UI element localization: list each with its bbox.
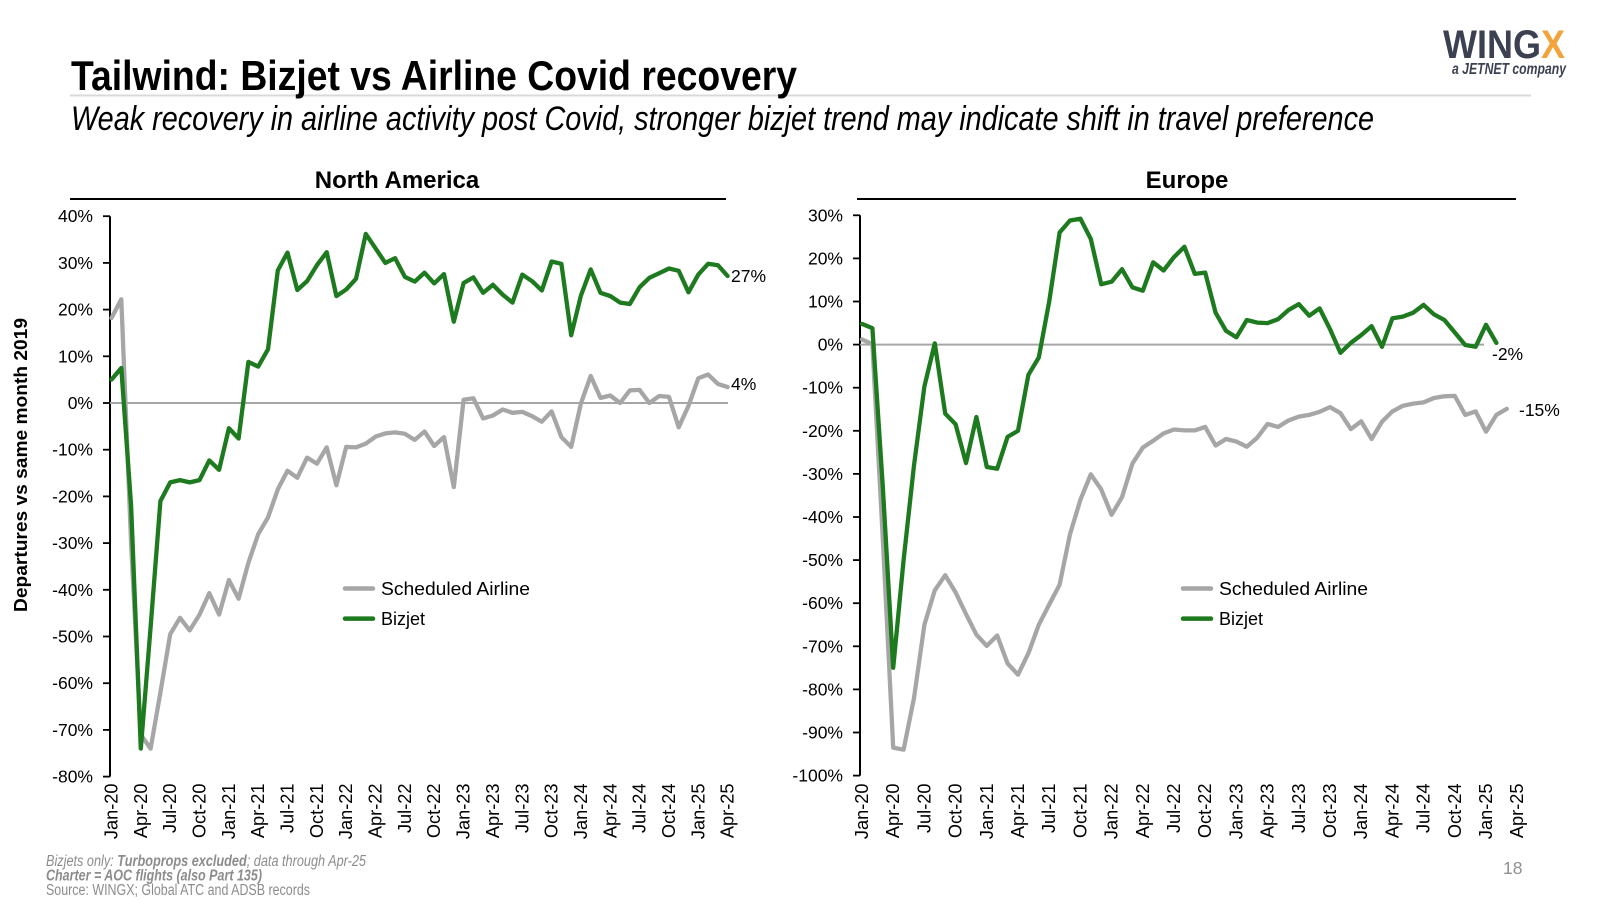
- svg-text:Jan-23: Jan-23: [1226, 784, 1246, 840]
- svg-text:18: 18: [1503, 858, 1522, 878]
- svg-text:Jul-23: Jul-23: [1289, 784, 1309, 834]
- svg-text:Oct-24: Oct-24: [1445, 784, 1465, 839]
- svg-text:Oct-23: Oct-23: [542, 784, 562, 839]
- svg-text:Jul-23: Jul-23: [512, 784, 532, 834]
- svg-text:Bizjet: Bizjet: [381, 609, 425, 629]
- svg-text:Apr-21: Apr-21: [248, 784, 268, 839]
- svg-text:Jan-24: Jan-24: [571, 784, 591, 840]
- svg-text:Jan-24: Jan-24: [1351, 784, 1371, 840]
- svg-text:Jul-21: Jul-21: [278, 784, 298, 834]
- svg-text:-15%: -15%: [1519, 400, 1560, 420]
- svg-text:Departures vs same month 2019: Departures vs same month 2019: [11, 318, 31, 612]
- svg-text:a JETNET company: a JETNET company: [1452, 61, 1567, 78]
- svg-text:Jan-22: Jan-22: [336, 784, 356, 840]
- svg-text:Apr-24: Apr-24: [1382, 784, 1402, 839]
- svg-text:Jul-24: Jul-24: [1414, 784, 1434, 834]
- svg-text:WING: WING: [1443, 23, 1541, 67]
- svg-text:Apr-20: Apr-20: [131, 784, 151, 839]
- svg-text:20%: 20%: [58, 300, 93, 320]
- svg-text:Jan-22: Jan-22: [1102, 784, 1122, 840]
- svg-text:Oct-24: Oct-24: [659, 784, 679, 839]
- svg-text:Jan-21: Jan-21: [219, 784, 239, 840]
- svg-text:Oct-22: Oct-22: [1195, 784, 1215, 839]
- svg-text:Oct-21: Oct-21: [307, 784, 327, 839]
- svg-text:-60%: -60%: [52, 673, 93, 693]
- svg-text:-20%: -20%: [52, 486, 93, 506]
- svg-text:X: X: [1541, 23, 1565, 67]
- svg-text:-50%: -50%: [802, 550, 843, 570]
- svg-text:Jul-20: Jul-20: [160, 784, 180, 834]
- svg-text:Jan-23: Jan-23: [454, 784, 474, 840]
- svg-text:Jan-21: Jan-21: [977, 784, 997, 840]
- svg-text:Jul-20: Jul-20: [914, 784, 934, 834]
- svg-text:Scheduled Airline: Scheduled Airline: [1219, 579, 1368, 599]
- svg-text:Oct-22: Oct-22: [424, 784, 444, 839]
- svg-text:-70%: -70%: [52, 720, 93, 740]
- svg-text:-10%: -10%: [802, 378, 843, 398]
- svg-text:20%: 20%: [808, 248, 843, 268]
- svg-text:4%: 4%: [731, 374, 756, 394]
- svg-text:Bizjets only: Turboprops exclu: Bizjets only: Turboprops excluded; data …: [46, 853, 366, 870]
- svg-text:Apr-20: Apr-20: [883, 784, 903, 839]
- svg-text:Apr-22: Apr-22: [366, 784, 386, 839]
- svg-text:-80%: -80%: [802, 679, 843, 699]
- svg-text:Apr-23: Apr-23: [483, 784, 503, 839]
- svg-text:-100%: -100%: [792, 766, 843, 786]
- svg-text:-80%: -80%: [52, 767, 93, 787]
- svg-text:Apr-22: Apr-22: [1133, 784, 1153, 839]
- svg-text:10%: 10%: [808, 292, 843, 312]
- svg-text:-40%: -40%: [802, 507, 843, 527]
- svg-text:30%: 30%: [58, 253, 93, 273]
- svg-text:-70%: -70%: [802, 636, 843, 656]
- svg-text:Jul-24: Jul-24: [630, 784, 650, 834]
- svg-text:Apr-25: Apr-25: [718, 784, 738, 839]
- svg-text:-30%: -30%: [52, 533, 93, 553]
- svg-text:Oct-21: Oct-21: [1070, 784, 1090, 839]
- svg-text:-50%: -50%: [52, 627, 93, 647]
- svg-text:Jan-25: Jan-25: [688, 784, 708, 840]
- svg-text:Apr-23: Apr-23: [1258, 784, 1278, 839]
- svg-text:North America: North America: [315, 167, 480, 194]
- svg-text:Oct-20: Oct-20: [190, 784, 210, 839]
- svg-text:Scheduled Airline: Scheduled Airline: [381, 579, 530, 599]
- svg-text:10%: 10%: [58, 346, 93, 366]
- svg-text:Source: WINGX; Global ATC and: Source: WINGX; Global ATC and ADSB recor…: [46, 882, 310, 899]
- svg-text:Apr-25: Apr-25: [1507, 784, 1527, 839]
- svg-text:-30%: -30%: [802, 464, 843, 484]
- svg-text:Jan-20: Jan-20: [102, 784, 122, 840]
- svg-text:Oct-23: Oct-23: [1320, 784, 1340, 839]
- svg-text:40%: 40%: [58, 206, 93, 226]
- svg-text:Charter = AOC flights (also Pa: Charter = AOC flights (also Part 135): [46, 868, 262, 885]
- svg-text:0%: 0%: [818, 335, 843, 355]
- svg-text:Apr-21: Apr-21: [1008, 784, 1028, 839]
- svg-text:Apr-24: Apr-24: [600, 784, 620, 839]
- svg-text:Jul-21: Jul-21: [1039, 784, 1059, 834]
- svg-text:Oct-20: Oct-20: [946, 784, 966, 839]
- svg-text:-90%: -90%: [802, 723, 843, 743]
- svg-text:0%: 0%: [68, 393, 93, 413]
- svg-text:-40%: -40%: [52, 580, 93, 600]
- svg-text:Weak recovery in airline activ: Weak recovery in airline activity post C…: [71, 100, 1374, 138]
- svg-text:Tailwind: Bizjet vs Airline Co: Tailwind: Bizjet vs Airline Covid recove…: [71, 52, 798, 99]
- svg-text:-10%: -10%: [52, 440, 93, 460]
- svg-text:27%: 27%: [731, 266, 766, 286]
- svg-text:-2%: -2%: [1492, 344, 1523, 364]
- svg-text:Jan-20: Jan-20: [852, 784, 872, 840]
- svg-text:Jan-25: Jan-25: [1476, 784, 1496, 840]
- svg-text:Bizjet: Bizjet: [1219, 609, 1263, 629]
- svg-text:-20%: -20%: [802, 421, 843, 441]
- svg-text:Jul-22: Jul-22: [1164, 784, 1184, 834]
- svg-text:-60%: -60%: [802, 593, 843, 613]
- svg-text:Europe: Europe: [1146, 167, 1229, 194]
- svg-text:30%: 30%: [808, 205, 843, 225]
- svg-text:Jul-22: Jul-22: [395, 784, 415, 834]
